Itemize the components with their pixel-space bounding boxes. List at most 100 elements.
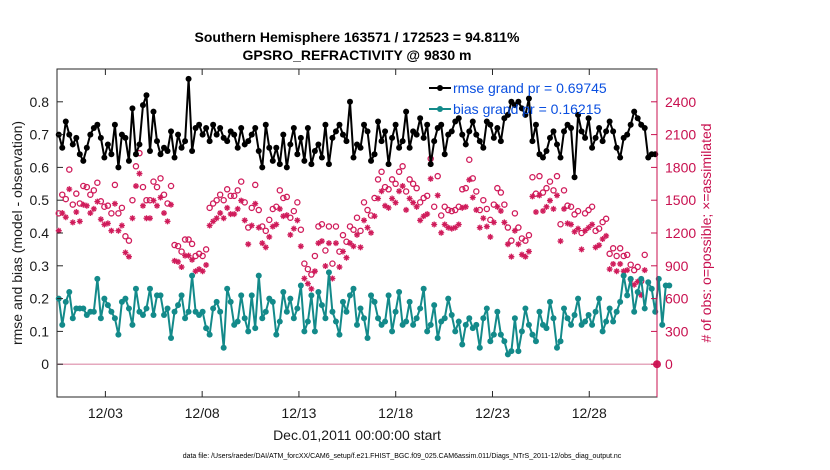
obs-possible-point — [118, 204, 126, 212]
bias-series-point — [287, 295, 294, 302]
obs-assimilated-point — [392, 199, 399, 206]
obs-assimilated-point — [410, 199, 417, 206]
obs-possible-point — [630, 266, 638, 274]
obs-possible-point — [143, 196, 150, 204]
obs-possible-point — [213, 196, 220, 204]
obs-assimilated-point — [136, 170, 143, 177]
y-tick-label: 0.6 — [30, 159, 50, 175]
rmse-series-point — [568, 125, 575, 132]
obs-assimilated-point — [164, 218, 171, 225]
rmse-series-point — [66, 131, 73, 138]
bias-series-point — [525, 321, 532, 328]
bias-series-point — [308, 292, 315, 299]
obs-possible-point — [280, 194, 287, 202]
obs-assimilated-point — [420, 213, 427, 220]
y-right-tick-label: 1800 — [665, 159, 696, 175]
obs-assimilated-point — [501, 219, 508, 226]
bias-series-point — [143, 305, 150, 312]
bias-series-point — [59, 321, 66, 328]
rmse-series-point — [375, 118, 382, 125]
obs-assimilated-point — [150, 197, 157, 204]
obs-assimilated-point — [462, 203, 469, 210]
obs-assimilated-point — [294, 217, 301, 224]
obs-possible-point — [311, 252, 319, 260]
rmse-series-point — [532, 121, 539, 128]
obs-assimilated-point — [497, 207, 504, 214]
rmse-series-point — [504, 111, 511, 118]
legend-bias-label: bias grand pr = 0.16215 — [453, 101, 601, 117]
obs-possible-point — [416, 199, 424, 206]
bias-series-point — [66, 289, 73, 296]
obs-possible-point — [202, 246, 210, 253]
bias-series-point — [311, 328, 318, 335]
bias-series-point — [178, 292, 185, 299]
obs-assimilated-point — [175, 258, 182, 265]
rmse-series-point — [210, 121, 217, 128]
obs-assimilated-point — [304, 280, 311, 287]
obs-possible-point — [248, 204, 255, 212]
rmse-series-point — [641, 125, 648, 132]
bias-series-point — [139, 312, 146, 318]
obs-assimilated-point — [87, 210, 94, 217]
obs-assimilated-point — [94, 198, 101, 205]
rmse-series-point — [462, 141, 469, 148]
rmse-series-point — [248, 131, 255, 138]
obs-possible-point — [94, 179, 101, 186]
obs-possible-point — [613, 252, 620, 260]
obs-possible-point — [160, 191, 168, 198]
obs-possible-point — [223, 186, 231, 193]
rmse-series-point — [266, 144, 273, 151]
obs-possible-point — [357, 227, 364, 235]
rmse-series-point — [357, 144, 364, 151]
bias-series-point — [490, 331, 497, 338]
bias-series-point — [203, 325, 210, 332]
rmse-series-point — [157, 151, 164, 158]
obs-assimilated-point — [269, 223, 276, 230]
rmse-series-point — [203, 125, 210, 132]
bias-series-point — [273, 331, 280, 338]
rmse-series-point — [382, 128, 389, 135]
obs-possible-point — [490, 201, 498, 208]
rmse-series-point — [178, 144, 185, 151]
obs-assimilated-point — [546, 197, 553, 204]
bias-series-point — [245, 328, 252, 335]
rmse-series-point — [350, 154, 357, 161]
rmse-series-point — [336, 121, 343, 128]
x-tick-label: 12/28 — [572, 405, 607, 421]
bias-series-point — [234, 318, 241, 325]
obs-possible-point — [206, 204, 213, 212]
obs-possible-point — [553, 172, 561, 180]
bias-series-point — [301, 328, 308, 335]
bias-series-point — [511, 315, 518, 322]
bias-series-point — [487, 338, 494, 345]
bias-series-point — [227, 298, 234, 305]
x-tick-label: 12/08 — [185, 405, 220, 421]
obs-assimilated-point — [122, 249, 129, 256]
rmse-series-point — [487, 121, 494, 128]
rmse-series-point — [557, 154, 564, 161]
obs-assimilated-point — [336, 264, 343, 271]
bias-series-point — [213, 298, 220, 305]
obs-assimilated-point — [413, 203, 420, 210]
bias-series-point — [80, 305, 87, 312]
obs-possible-point — [216, 191, 224, 198]
rmse-series-point — [290, 125, 297, 132]
obs-assimilated-point — [80, 201, 87, 208]
bias-series-point — [568, 321, 575, 328]
obs-assimilated-point — [554, 192, 560, 199]
obs-assimilated-point — [259, 240, 266, 247]
rmse-series-point — [94, 121, 101, 128]
y-tick-label: 0.4 — [30, 225, 50, 241]
obs-possible-point — [101, 203, 108, 211]
bias-series-point — [318, 302, 325, 309]
rmse-series-point — [259, 164, 266, 171]
obs-possible-point — [515, 224, 522, 231]
bias-series-point — [168, 334, 175, 341]
rmse-series-point — [150, 108, 157, 115]
obs-assimilated-point — [606, 266, 613, 273]
bias-series-point — [557, 338, 564, 345]
bias-series-point — [480, 315, 487, 322]
obs-possible-point — [441, 203, 448, 211]
obs-assimilated-point — [564, 220, 571, 227]
rmse-series-point — [315, 141, 322, 148]
